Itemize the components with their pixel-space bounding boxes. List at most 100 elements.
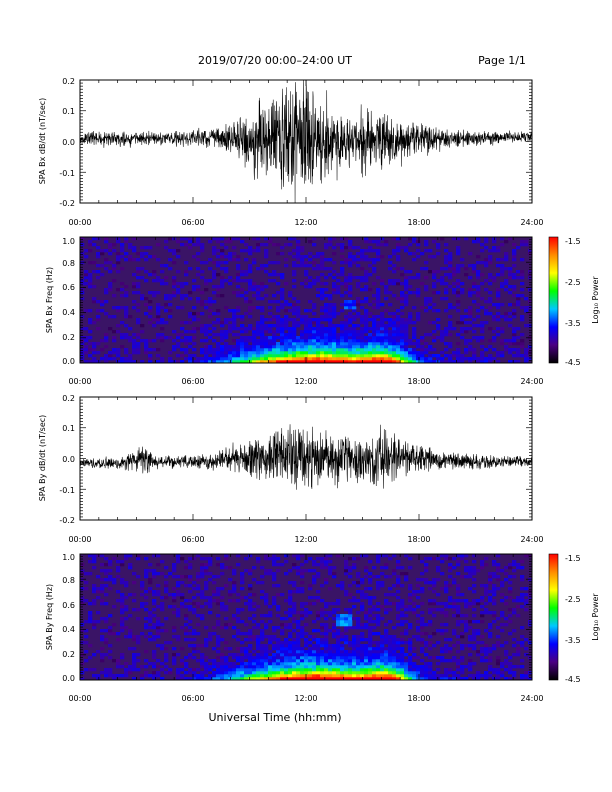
spectrogram-cell <box>384 285 389 289</box>
spectrogram-cell <box>288 345 293 349</box>
spectrogram-cell <box>368 602 373 606</box>
spectrogram-cell <box>124 668 129 672</box>
panel-bx-spectrogram-ytick-labels: 1.0 0.8 0.6 0.4 0.2 0.0 <box>62 237 75 366</box>
spectrogram-cell <box>460 614 465 618</box>
spectrogram-cell <box>340 345 345 349</box>
spectrogram-cell <box>440 656 445 660</box>
spectrogram-cell <box>364 285 369 289</box>
spectrogram-cell <box>304 602 309 606</box>
spectrogram-cell <box>360 351 365 355</box>
spectrogram-cell <box>80 237 85 241</box>
spectrogram-cell <box>240 677 245 681</box>
spectrogram-cell <box>464 351 469 355</box>
spectrogram-cell <box>472 270 477 274</box>
spectrogram-cell <box>400 650 405 654</box>
xtick-label: 00:00 <box>68 535 91 544</box>
spectrogram-cell <box>252 626 257 630</box>
spectrogram-cell <box>336 650 341 654</box>
spectrogram-cell <box>328 569 333 573</box>
spectrogram-cell <box>428 599 433 603</box>
spectrogram-cell <box>176 342 181 346</box>
spectrogram-cell <box>220 333 225 337</box>
spectrogram-cell <box>192 330 197 334</box>
spectrogram-cell <box>292 309 297 313</box>
spectrogram-cell <box>408 351 413 355</box>
spectrogram-cell <box>344 348 349 352</box>
spectrogram-cell <box>164 282 169 286</box>
spectrogram-cell <box>116 599 121 603</box>
spectrogram-cell <box>372 632 377 636</box>
spectrogram-cell <box>268 330 273 334</box>
spectrogram-cell <box>516 605 521 609</box>
spectrogram-cell <box>300 632 305 636</box>
spectrogram-cell <box>496 327 501 331</box>
ytick-label: 0.0 <box>62 455 75 464</box>
spectrogram-cell <box>204 348 209 352</box>
spectrogram-cell <box>268 306 273 310</box>
spectrogram-cell <box>176 291 181 295</box>
spectrogram-cell <box>444 297 449 301</box>
spectrogram-cell <box>248 602 253 606</box>
spectrogram-cell <box>348 273 353 277</box>
spectrogram-cell <box>236 599 241 603</box>
spectrogram-cell <box>376 671 381 675</box>
spectrogram-cell <box>432 557 437 561</box>
spectrogram-cell <box>320 267 325 271</box>
spectrogram-cell <box>272 339 277 343</box>
spectrogram-cell <box>516 348 521 352</box>
spectrogram-cell <box>376 674 381 678</box>
spectrogram-cell <box>292 566 297 570</box>
spectrogram-cell <box>180 626 185 630</box>
spectrogram-cell <box>352 342 357 346</box>
spectrogram-cell <box>268 345 273 349</box>
spectrogram-cell <box>508 671 513 675</box>
spectrogram-cell <box>312 671 317 675</box>
spectrogram-cell <box>120 596 125 600</box>
spectrogram-cell <box>472 348 477 352</box>
spectrogram-cell <box>376 330 381 334</box>
spectrogram-cell <box>496 288 501 292</box>
spectrogram-cell <box>364 249 369 253</box>
spectrogram-cell <box>224 270 229 274</box>
spectrogram-cell <box>172 285 177 289</box>
spectrogram-cell <box>196 668 201 672</box>
spectrogram-cell <box>500 611 505 615</box>
spectrogram-cell <box>264 324 269 328</box>
spectrogram-cell <box>252 668 257 672</box>
spectrogram-cell <box>396 354 401 358</box>
spectrogram-cell <box>336 584 341 588</box>
spectrogram-cell <box>276 345 281 349</box>
spectrogram-cell <box>108 674 113 678</box>
spectrogram-cell <box>176 584 181 588</box>
spectrogram-cell <box>256 659 261 663</box>
spectrogram-cell <box>316 264 321 268</box>
spectrogram-cell <box>292 249 297 253</box>
spectrogram-cell <box>260 674 265 678</box>
spectrogram-cell <box>500 243 505 247</box>
spectrogram-cell <box>300 318 305 322</box>
spectrogram-cell <box>112 243 117 247</box>
spectrogram-cell <box>224 354 229 358</box>
spectrogram-cell <box>324 354 329 358</box>
spectrogram-cell <box>340 662 345 666</box>
spectrogram-cell <box>284 626 289 630</box>
spectrogram-cell <box>260 330 265 334</box>
spectrogram-cell <box>296 348 301 352</box>
spectrogram-cell <box>328 258 333 262</box>
spectrogram-cell <box>380 351 385 355</box>
spectrogram-cell <box>300 659 305 663</box>
spectrogram-cell <box>236 354 241 358</box>
spectrogram-cell <box>384 677 389 681</box>
spectrogram-cell <box>408 360 413 364</box>
spectrogram-cell <box>100 249 105 253</box>
spectrogram-cell <box>208 557 213 561</box>
spectrogram-cell <box>452 614 457 618</box>
spectrogram-cell <box>412 306 417 310</box>
spectrogram-cell <box>220 276 225 280</box>
spectrogram-cell <box>504 662 509 666</box>
spectrogram-cell <box>480 354 485 358</box>
spectrogram-cell <box>380 336 385 340</box>
spectrogram-cell <box>224 647 229 651</box>
spectrogram-cell <box>144 252 149 256</box>
spectrogram-cell <box>360 252 365 256</box>
